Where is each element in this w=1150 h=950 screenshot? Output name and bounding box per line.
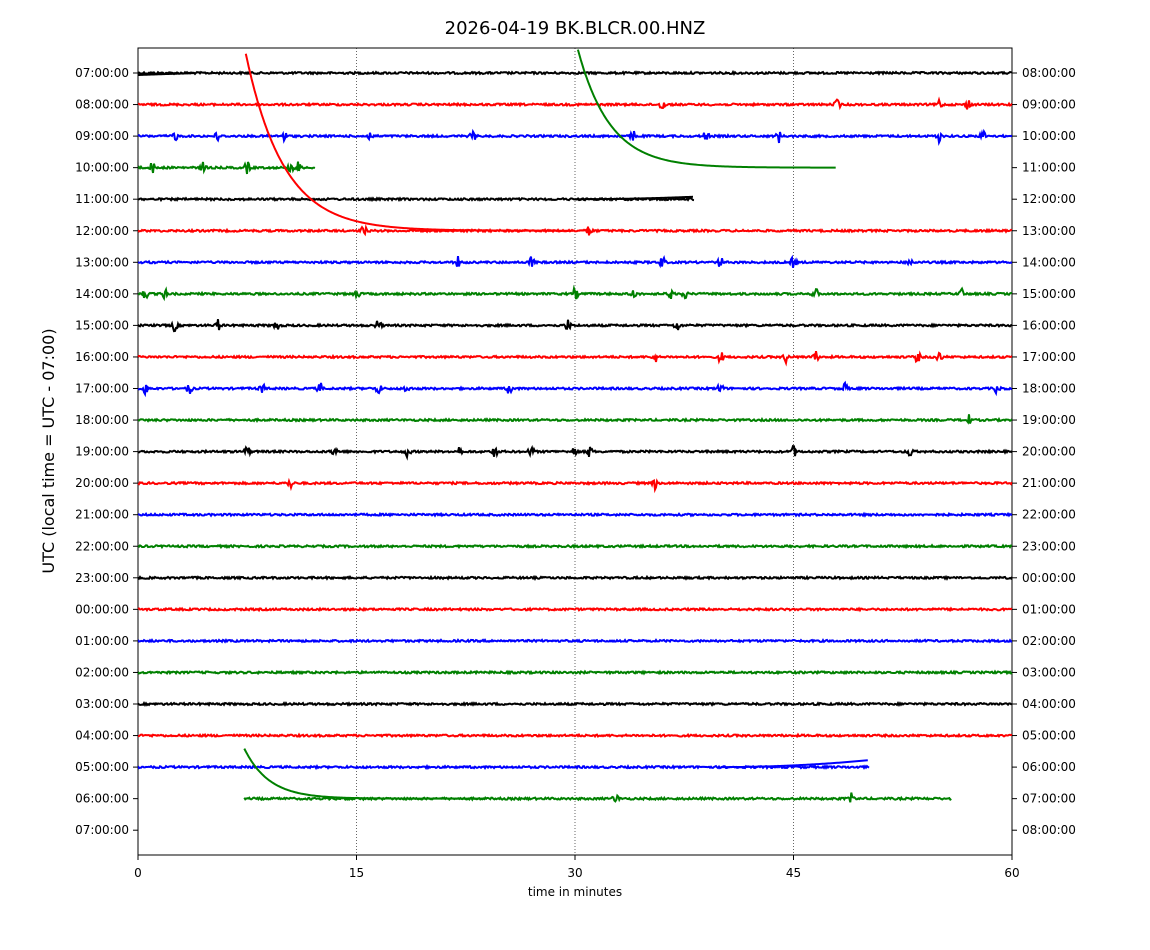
y-tick-label-left: 17:00:00 (75, 382, 129, 396)
trace-03-00-00 (137, 700, 1013, 708)
y-tick-label-right: 13:00:00 (1022, 224, 1076, 238)
y-tick-label-right: 17:00:00 (1022, 350, 1076, 364)
trace-17-00-00 (137, 380, 1013, 398)
y-tick-label-left: 16:00:00 (75, 350, 129, 364)
y-tick-label-left: 12:00:00 (75, 224, 129, 238)
y-tick-label-left: 06:00:00 (75, 792, 129, 806)
trace-13-00-00 (137, 254, 1013, 269)
y-tick-label-left: 07:00:00 (75, 66, 129, 80)
y-tick-label-right: 04:00:00 (1022, 697, 1076, 711)
y-tick-label-right: 06:00:00 (1022, 760, 1076, 774)
drift-curve-blue (720, 759, 868, 769)
trace-12-00-00 (137, 224, 1013, 237)
y-tick-label-left: 14:00:00 (75, 287, 129, 301)
y-tick-label-right: 16:00:00 (1022, 318, 1076, 332)
drift-curve-red (244, 53, 574, 232)
trace-20-00-00 (137, 477, 1013, 494)
y-tick-label-right: 00:00:00 (1022, 571, 1076, 585)
y-tick-label-right: 03:00:00 (1022, 665, 1076, 679)
y-tick-label-left: 19:00:00 (75, 445, 129, 459)
x-tick-label: 45 (786, 866, 801, 880)
y-tick-label-left: 13:00:00 (75, 255, 129, 269)
drift-curve-black (575, 195, 694, 201)
y-tick-label-left: 10:00:00 (75, 161, 129, 175)
y-tick-label-left: 15:00:00 (75, 318, 129, 332)
y-tick-label-right: 05:00:00 (1022, 729, 1076, 743)
y-axis-left: 07:00:00 08:00:00 09:00:00 10:00:00 11:00:00… (75, 66, 138, 837)
trace-16-00-00 (137, 350, 1013, 367)
trace-04-00-00 (138, 732, 1013, 739)
y-tick-label-left: 07:00:00 (75, 823, 129, 837)
x-tick-label: 60 (1004, 866, 1019, 880)
y-tick-label-right: 19:00:00 (1022, 413, 1076, 427)
trace-09-00-00 (137, 128, 1013, 147)
x-tick-label: 30 (567, 866, 582, 880)
y-tick-label-right: 15:00:00 (1022, 287, 1076, 301)
y-tick-label-right: 02:00:00 (1022, 634, 1076, 648)
y-axis-right: 08:00:00 09:00:00 10:00:00 11:00:00 12:00:00… (1012, 66, 1076, 837)
drift-curve-green (576, 49, 836, 169)
y-tick-label-left: 11:00:00 (75, 192, 129, 206)
y-axis-label: UTC (local time = UTC - 07:00) (39, 328, 58, 573)
x-tick-label: 15 (349, 866, 364, 880)
y-tick-label-left: 09:00:00 (75, 129, 129, 143)
y-tick-label-left: 20:00:00 (75, 476, 129, 490)
y-tick-label-left: 22:00:00 (75, 539, 129, 553)
trace-02-00-00 (137, 669, 1013, 676)
y-tick-label-left: 05:00:00 (75, 760, 129, 774)
y-tick-label-right: 20:00:00 (1022, 445, 1076, 459)
trace-23-00-00 (137, 574, 1013, 581)
trace-07-00-00 (137, 69, 1013, 76)
y-tick-label-right: 11:00:00 (1022, 161, 1076, 175)
x-axis-label: time in minutes (528, 885, 622, 899)
seismic-traces (137, 49, 1013, 803)
trace-08-00-00 (137, 96, 1013, 111)
y-tick-label-right: 08:00:00 (1022, 66, 1076, 80)
y-tick-label-left: 03:00:00 (75, 697, 129, 711)
y-tick-label-right: 22:00:00 (1022, 508, 1076, 522)
grid-lines (356, 48, 794, 855)
y-tick-label-left: 21:00:00 (75, 508, 129, 522)
trace-19-00-00 (137, 444, 1013, 461)
y-tick-label-right: 21:00:00 (1022, 476, 1076, 490)
y-tick-label-left: 04:00:00 (75, 729, 129, 743)
trace-00-00-00 (137, 606, 1013, 613)
trace-14-00-00 (137, 284, 1013, 302)
y-tick-label-right: 18:00:00 (1022, 382, 1076, 396)
y-tick-label-right: 07:00:00 (1022, 792, 1076, 806)
chart-title: 2026-04-19 BK.BLCR.00.HNZ (445, 18, 706, 39)
x-axis: 0 15 30 45 60 (134, 855, 1020, 880)
drift-curve-green-bottom (243, 748, 487, 800)
trace-15-00-00 (137, 319, 1013, 333)
y-tick-label-right: 01:00:00 (1022, 602, 1076, 616)
trace-18-00-00 (137, 414, 1013, 425)
y-tick-label-right: 09:00:00 (1022, 98, 1076, 112)
y-tick-label-right: 14:00:00 (1022, 255, 1076, 269)
y-tick-label-left: 08:00:00 (75, 98, 129, 112)
y-tick-label-left: 23:00:00 (75, 571, 129, 585)
x-tick-label: 0 (134, 866, 142, 880)
drift-curve-black-top (137, 72, 195, 76)
y-tick-label-right: 23:00:00 (1022, 539, 1076, 553)
y-tick-label-left: 18:00:00 (75, 413, 129, 427)
trace-01-00-00 (137, 638, 1013, 644)
y-tick-label-left: 01:00:00 (75, 634, 129, 648)
trace-21-00-00 (137, 511, 1013, 518)
y-tick-label-left: 02:00:00 (75, 665, 129, 679)
y-tick-label-right: 10:00:00 (1022, 129, 1076, 143)
trace-22-00-00 (137, 543, 1013, 550)
y-tick-label-left: 00:00:00 (75, 602, 129, 616)
y-tick-label-right: 12:00:00 (1022, 192, 1076, 206)
y-tick-label-right: 08:00:00 (1022, 823, 1076, 837)
